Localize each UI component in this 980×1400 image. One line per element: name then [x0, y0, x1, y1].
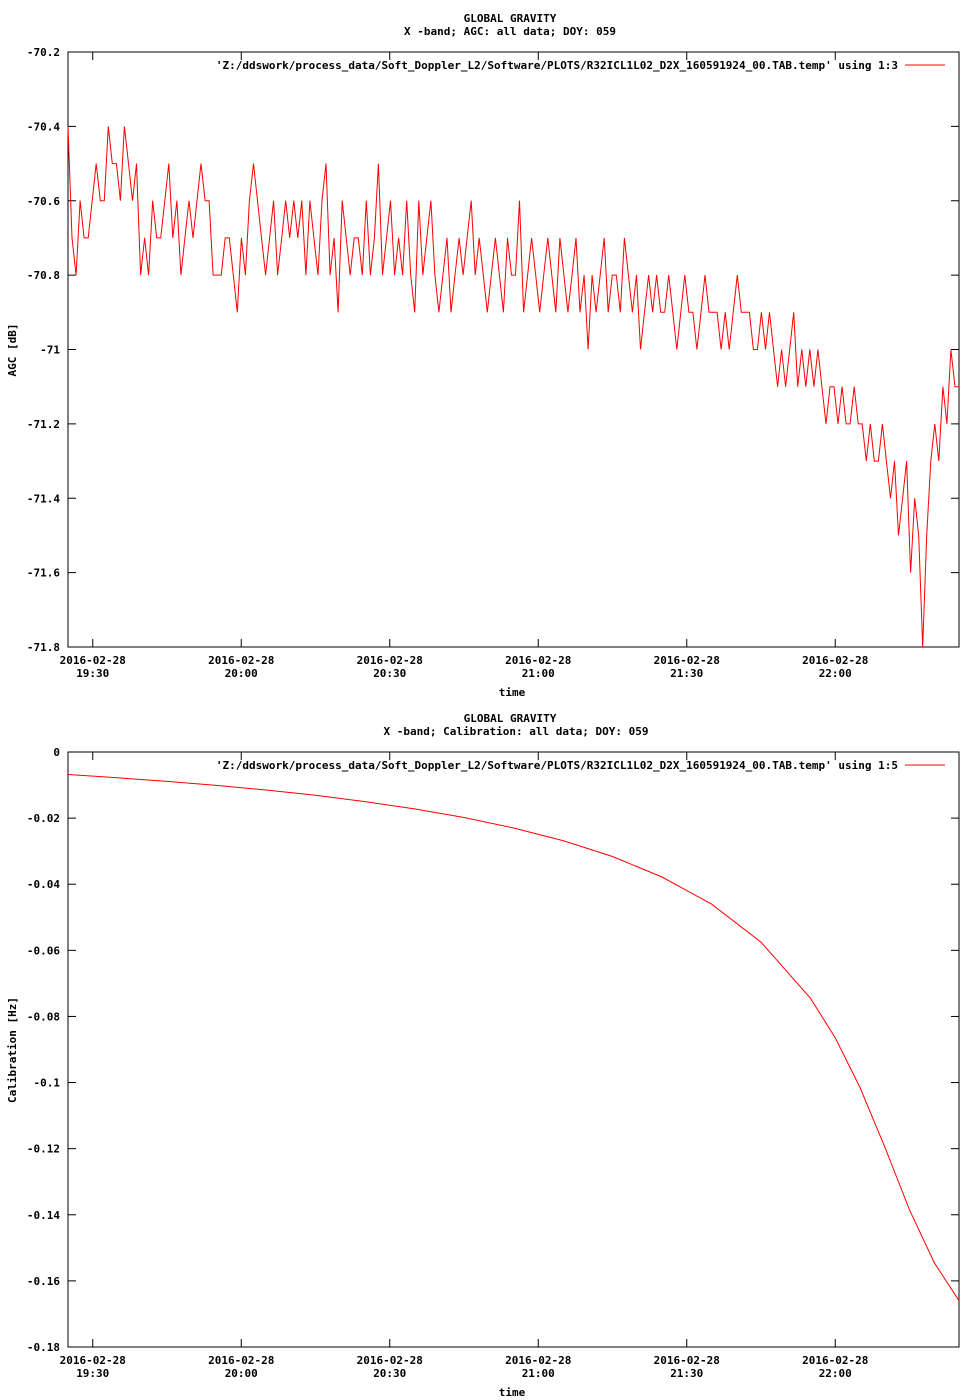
calibration-y-tick-label: -0.04: [27, 878, 60, 891]
calibration-x-tick-date: 2016-02-28: [505, 1354, 571, 1367]
agc-x-tick-time: 21:00: [522, 667, 555, 680]
calibration-x-tick-date: 2016-02-28: [60, 1354, 126, 1367]
calibration-x-tick-time: 20:00: [225, 1367, 258, 1380]
agc-panel: GLOBAL GRAVITY X -band; AGC: all data; D…: [6, 12, 960, 699]
calibration-y-tick-label: -0.18: [27, 1341, 60, 1354]
agc-x-tick-time: 20:30: [373, 667, 406, 680]
calibration-x-tick-time: 21:30: [670, 1367, 703, 1380]
agc-x-axis-label: time: [499, 686, 526, 699]
calibration-y-tick-label: -0.16: [27, 1275, 60, 1288]
agc-y-tick-label: -71.4: [27, 492, 60, 505]
agc-y-tick-label: -71: [40, 344, 60, 357]
calibration-x-tick-date: 2016-02-28: [802, 1354, 868, 1367]
calibration-x-tick-time: 19:30: [76, 1367, 109, 1380]
calibration-x-tick-date: 2016-02-28: [357, 1354, 423, 1367]
agc-y-tick-label: -70.8: [27, 269, 60, 282]
calibration-x-axis: 2016-02-2819:302016-02-2820:002016-02-28…: [60, 752, 868, 1380]
calibration-x-tick-date: 2016-02-28: [654, 1354, 720, 1367]
agc-x-tick-date: 2016-02-28: [357, 654, 423, 667]
calibration-legend-label: 'Z:/ddswork/process_data/Soft_Doppler_L2…: [216, 759, 898, 772]
agc-y-tick-label: -71.2: [27, 418, 60, 431]
calibration-plot-frame: [67, 751, 960, 1348]
calibration-x-tick-time: 20:30: [373, 1367, 406, 1380]
calibration-chart-title: GLOBAL GRAVITY: [464, 712, 557, 725]
agc-chart-subtitle: X -band; AGC: all data; DOY: 059: [404, 25, 616, 38]
agc-x-tick-date: 2016-02-28: [802, 654, 868, 667]
calibration-y-tick-label: -0.08: [27, 1010, 60, 1023]
calibration-y-tick-label: -0.06: [27, 944, 60, 957]
calibration-x-tick-time: 21:00: [522, 1367, 555, 1380]
calibration-y-tick-label: 0: [53, 746, 60, 759]
agc-y-tick-label: -70.6: [27, 195, 60, 208]
calibration-y-axis-label: Calibration [Hz]: [6, 997, 19, 1103]
calibration-chart-subtitle: X -band; Calibration: all data; DOY: 059: [384, 725, 649, 738]
agc-x-tick-date: 2016-02-28: [60, 654, 126, 667]
calibration-series-line: [67, 774, 960, 1301]
calibration-y-tick-label: -0.02: [27, 812, 60, 825]
calibration-x-tick-date: 2016-02-28: [208, 1354, 274, 1367]
agc-x-tick-time: 21:30: [670, 667, 703, 680]
calibration-x-axis-label: time: [499, 1386, 526, 1399]
agc-y-axis: -70.2 -70.4 -70.6 -70.8 -71 -71.2 -71.4 -71.6 -7…: [27, 46, 959, 654]
calibration-y-axis: 0 -0.02 -0.04 -0.06 -0.08 -0.1 -0.12 -0.14 -0.16…: [27, 746, 959, 1354]
agc-plot-frame: [67, 51, 960, 648]
agc-x-tick-time: 19:30: [76, 667, 109, 680]
calibration-y-tick-label: -0.1: [34, 1077, 61, 1090]
agc-y-axis-label: AGC [dB]: [6, 324, 19, 377]
calibration-x-tick-time: 22:00: [819, 1367, 852, 1380]
agc-legend-label: 'Z:/ddswork/process_data/Soft_Doppler_L2…: [216, 59, 898, 72]
agc-y-tick-label: -70.2: [27, 46, 60, 59]
calibration-panel: GLOBAL GRAVITY X -band; Calibration: all…: [6, 712, 960, 1399]
agc-x-tick-time: 22:00: [819, 667, 852, 680]
agc-x-tick-date: 2016-02-28: [654, 654, 720, 667]
agc-x-tick-date: 2016-02-28: [208, 654, 274, 667]
agc-series-line: [67, 126, 959, 648]
agc-y-tick-label: -70.4: [27, 120, 60, 133]
agc-y-tick-label: -71.8: [27, 641, 60, 654]
calibration-y-tick-label: -0.12: [27, 1143, 60, 1156]
calibration-y-tick-label: -0.14: [27, 1209, 60, 1222]
agc-legend: 'Z:/ddswork/process_data/Soft_Doppler_L2…: [216, 59, 945, 72]
agc-x-tick-time: 20:00: [225, 667, 258, 680]
agc-x-axis: 2016-02-2819:302016-02-2820:002016-02-28…: [60, 52, 868, 680]
calibration-legend: 'Z:/ddswork/process_data/Soft_Doppler_L2…: [216, 759, 945, 772]
agc-x-tick-date: 2016-02-28: [505, 654, 571, 667]
agc-chart-title: GLOBAL GRAVITY: [464, 12, 557, 25]
agc-y-tick-label: -71.6: [27, 567, 60, 580]
